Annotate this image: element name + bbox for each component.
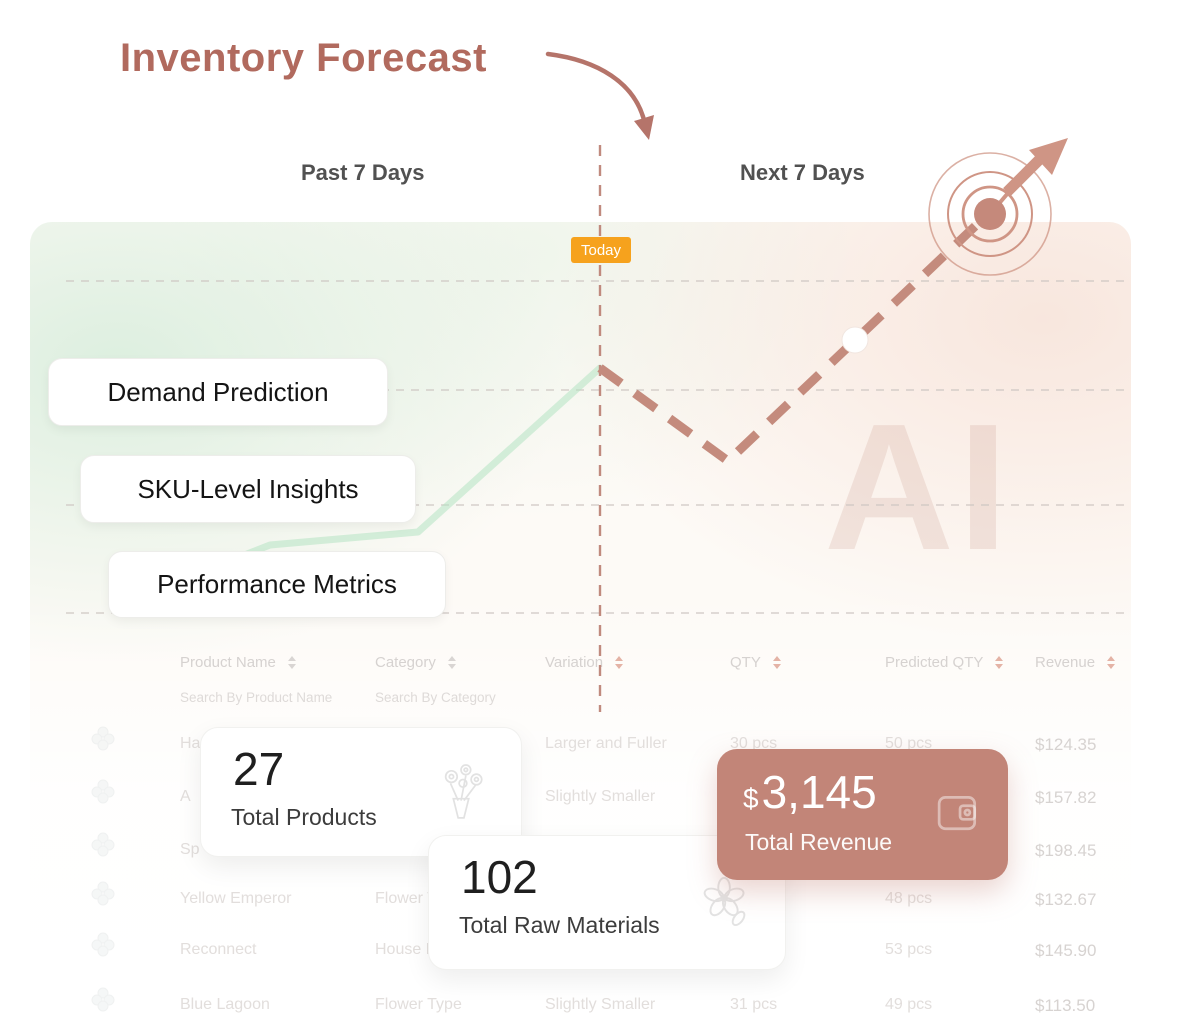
cell-predicted-qty: 50 pcs [885, 735, 933, 752]
cell-category: Flower T [375, 890, 437, 907]
sort-icon [772, 656, 781, 669]
cell-predicted-qty: 49 pcs [885, 996, 933, 1013]
flower-icon [699, 874, 753, 935]
column-header-predicted-qty[interactable]: Predicted QTY [885, 654, 1004, 671]
sort-icon [615, 656, 624, 669]
bouquet-icon [437, 760, 487, 827]
cell-product-name: Yellow Emperor [180, 890, 292, 907]
product-thumbnail-icon [88, 829, 118, 864]
table-row: Yellow Emperor Flower T 48 pcs $132.67 [30, 880, 1131, 920]
cell-revenue: $124.35 [1035, 735, 1097, 754]
column-header-variation[interactable]: Variation [545, 654, 624, 671]
cell-product-name: Sp [180, 841, 200, 858]
next-7-days-label: Next 7 Days [740, 160, 865, 185]
product-thumbnail-icon [88, 723, 118, 758]
total-raw-materials-value: 102 [461, 851, 538, 903]
table-row: Ha Larger and Fuller 30 pcs 50 pcs $124.… [30, 725, 1131, 765]
total-revenue-card: $3,145 Total Revenue [717, 749, 1008, 880]
cell-predicted-qty: 53 pcs [885, 941, 933, 958]
sort-icon [1107, 656, 1116, 669]
cell-category: House L [375, 941, 435, 958]
search-by-category-input[interactable]: Search By Category [375, 690, 496, 705]
cell-product-name: A [180, 788, 191, 805]
curved-arrow-icon [545, 51, 654, 140]
cell-revenue: $113.50 [1035, 996, 1096, 1015]
table-row: Sp $198.45 [30, 831, 1131, 871]
total-products-label: Total Products [231, 804, 377, 830]
table-row: Reconnect House L 53 pcs $145.90 [30, 931, 1131, 971]
cell-revenue: $198.45 [1035, 841, 1097, 860]
sort-icon [995, 656, 1004, 669]
table-row: Blue Lagoon Flower Type Slightly Smaller… [30, 986, 1131, 1026]
cell-variation: Larger and Fuller [545, 735, 667, 752]
total-revenue-label: Total Revenue [745, 829, 893, 855]
table-search-row: Search By Product Name Search By Categor… [30, 690, 1131, 708]
past-7-days-label: Past 7 Days [301, 160, 425, 185]
total-products-value: 27 [233, 743, 285, 795]
cell-product-name: Blue Lagoon [180, 996, 270, 1013]
cell-variation: Slightly Smaller [545, 788, 656, 805]
inventory-table: Product Name Category Variation QTY Pred… [30, 222, 1131, 1027]
column-header-qty[interactable]: QTY [730, 654, 781, 671]
pill-demand-prediction[interactable]: Demand Prediction [48, 358, 388, 426]
table-header-row: Product Name Category Variation QTY Pred… [30, 654, 1131, 674]
pill-performance-metrics[interactable]: Performance Metrics [108, 551, 446, 618]
cell-qty: 31 pcs [730, 996, 778, 1013]
pill-sku-level-insights[interactable]: SKU-Level Insights [80, 455, 416, 523]
cell-product-name: Ha [180, 735, 201, 752]
total-revenue-value: $3,145 [743, 766, 877, 818]
column-header-product-name[interactable]: Product Name [180, 654, 296, 671]
cell-predicted-qty: 48 pcs [885, 890, 933, 907]
search-by-product-input[interactable]: Search By Product Name [180, 690, 333, 705]
product-thumbnail-icon [88, 929, 118, 964]
page-title: Inventory Forecast [120, 36, 487, 80]
total-raw-materials-label: Total Raw Materials [459, 912, 660, 938]
product-thumbnail-icon [88, 878, 118, 913]
column-header-category[interactable]: Category [375, 654, 456, 671]
currency-symbol: $ [743, 783, 759, 814]
product-thumbnail-icon [88, 984, 118, 1019]
cell-revenue: $157.82 [1035, 788, 1097, 807]
cell-variation: Slightly Smaller [545, 996, 656, 1013]
table-row: A Slightly Smaller $157.82 [30, 778, 1131, 818]
sort-icon [447, 656, 456, 669]
cell-category: Flower Type [375, 996, 462, 1013]
wallet-icon [936, 791, 982, 838]
cell-revenue: $132.67 [1035, 890, 1097, 909]
sort-icon [287, 656, 296, 669]
cell-qty: 30 pcs [730, 735, 778, 752]
today-badge: Today [571, 237, 631, 263]
cell-revenue: $145.90 [1035, 941, 1097, 960]
cell-product-name: Reconnect [180, 941, 257, 958]
product-thumbnail-icon [88, 776, 118, 811]
column-header-revenue[interactable]: Revenue [1035, 654, 1116, 671]
